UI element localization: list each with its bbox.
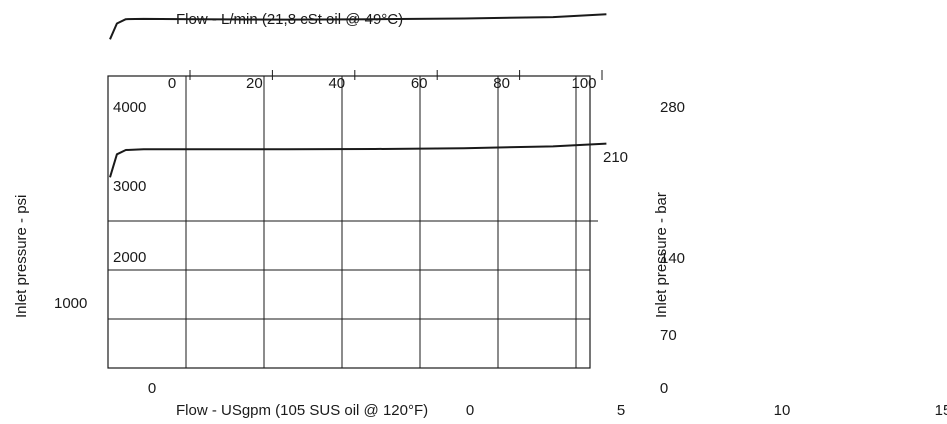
- tick-marks: [189, 70, 603, 222]
- left-axis-tick-label: 2000: [113, 249, 146, 266]
- bottom-axis-tick-label: 0: [466, 402, 474, 419]
- bottom-axis-tick-label: 15: [935, 402, 947, 419]
- bottom-axis-tick-label: 10: [774, 402, 791, 419]
- top-axis-tick-label: 0: [168, 75, 176, 92]
- left-axis-tick-label: 4000: [113, 99, 146, 116]
- pressure-curve-2: [109, 13, 607, 40]
- left-axis-label: Inlet pressure - psi: [13, 195, 30, 318]
- left-axis-tick-label: 3000: [113, 178, 146, 195]
- top-axis-tick-label: 20: [246, 75, 263, 92]
- tick-labels: 0204060801000510152025300100020003000400…: [54, 75, 947, 419]
- right-axis-label: Inlet pressure - bar: [653, 192, 670, 318]
- left-axis-tick-label: 1000: [54, 295, 87, 312]
- right-axis-tick-label: 140: [660, 250, 685, 267]
- pressure-curve-1: [109, 142, 607, 178]
- left-axis-tick-label: 0: [148, 380, 156, 397]
- bottom-axis-tick-label: 5: [617, 402, 625, 419]
- top-axis-label: Flow - L/min (21,8 cSt oil @ 49°C): [176, 11, 403, 28]
- plot-frame: [107, 75, 591, 369]
- right-axis-tick-label: 0: [660, 380, 668, 397]
- top-axis-tick-label: 40: [328, 75, 345, 92]
- grid-lines: [108, 76, 590, 368]
- right-axis-tick-label: 280: [660, 99, 685, 116]
- top-axis-tick-label: 80: [493, 75, 510, 92]
- right-axis-tick-label: 70: [660, 327, 677, 344]
- bottom-axis-label: Flow - USgpm (105 SUS oil @ 120°F): [176, 402, 428, 419]
- top-axis-tick-label: 100: [571, 75, 596, 92]
- pressure-curves: [109, 13, 607, 178]
- right-axis-tick-label: 210: [603, 149, 628, 166]
- top-axis-tick-label: 60: [411, 75, 428, 92]
